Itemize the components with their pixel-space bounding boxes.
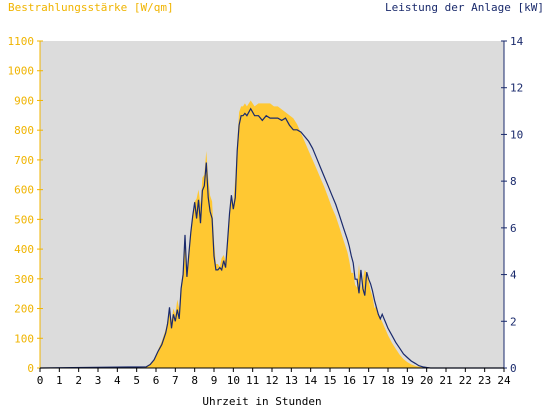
right-tick-label: 12 [510,82,523,95]
x-tick-label: 21 [439,374,452,387]
x-tick-label: 9 [211,374,218,387]
left-tick-label: 1000 [8,65,35,78]
right-tick-label: 6 [510,222,517,235]
right-tick-label: 10 [510,128,523,141]
right-tick-label: 8 [510,175,517,188]
irradiance-area [40,100,504,368]
right-tick-label: 0 [510,362,517,375]
right-tick-label: 2 [510,315,517,328]
left-tick-label: 900 [14,94,34,107]
x-tick-label: 19 [401,374,414,387]
x-tick-label: 22 [459,374,472,387]
right-axis: 0 2 4 6 8 10 12 14 [501,35,524,375]
x-tick-label: 11 [246,374,259,387]
left-tick-label: 500 [14,213,34,226]
left-tick-label: 100 [14,332,34,345]
x-tick-label: 3 [95,374,102,387]
x-tick-label: 16 [343,374,356,387]
x-tick-label: 10 [227,374,240,387]
left-axis: 0 100 200 300 400 500 600 700 800 900 1000 1100 [8,35,43,375]
right-tick-label: 14 [510,35,524,48]
right-tick-label: 4 [510,269,517,282]
x-tick-label: 17 [362,374,375,387]
x-tick-label: 15 [323,374,336,387]
left-tick-label: 600 [14,184,34,197]
right-axis-title: Leistung der Anlage [kW] [385,1,544,14]
left-tick-label: 400 [14,243,34,256]
x-tick-label: 7 [172,374,179,387]
x-tick-label: 23 [478,374,491,387]
x-tick-label: 8 [191,374,198,387]
left-tick-label: 1100 [8,35,35,48]
left-tick-label: 800 [14,124,34,137]
x-tick-label: 12 [265,374,278,387]
x-tick-label: 4 [114,374,121,387]
x-tick-label: 13 [285,374,298,387]
x-axis-title: Uhrzeit in Stunden [202,395,321,408]
x-tick-label: 2 [75,374,82,387]
left-tick-label: 200 [14,303,34,316]
x-tick-label: 6 [153,374,160,387]
x-tick-label: 0 [37,374,44,387]
x-tick-label: 5 [133,374,140,387]
left-tick-label: 700 [14,154,34,167]
bottom-axis: 0 1 2 3 4 5 6 7 8 9 10 11 12 13 14 15 16 17 18 19 20 21 22 23 24 [37,367,511,387]
power-line [39,107,504,369]
left-axis-title: Bestrahlungsstärke [W/qm] [8,1,174,14]
left-tick-label: 300 [14,273,34,286]
left-tick-label: 0 [27,362,34,375]
x-tick-label: 14 [304,374,318,387]
x-tick-label: 18 [381,374,394,387]
x-tick-label: 1 [56,374,63,387]
x-tick-label: 20 [420,374,433,387]
x-tick-label: 24 [497,374,511,387]
